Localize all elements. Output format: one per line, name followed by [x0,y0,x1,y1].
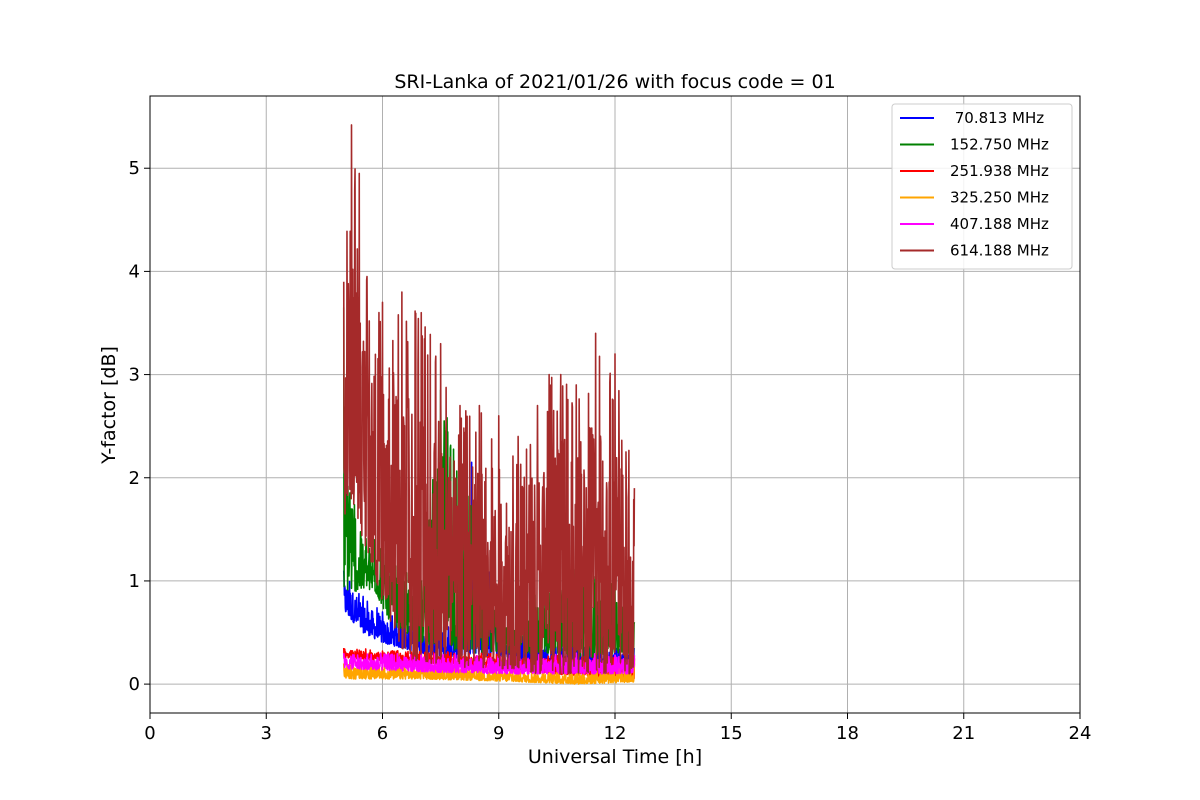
x-tick-label: 6 [377,723,388,744]
y-tick-label: 0 [129,674,140,695]
y-tick-label: 4 [129,261,140,282]
legend: 70.813 MHz 152.750 MHz 251.938 MHz 325.250 … [891,103,1073,270]
legend-entry: 325.250 MHz [950,189,1049,207]
y-tick-label: 3 [129,365,140,386]
plot-area [342,124,636,685]
series-line [342,663,636,685]
series-line [342,652,636,675]
x-tick-label: 15 [720,723,743,744]
series-line [342,124,636,675]
x-tick-label: 18 [836,723,859,744]
y-tick-label: 1 [129,571,140,592]
legend-entry: 251.938 MHz [950,162,1049,180]
x-tick-label: 24 [1069,723,1092,744]
x-tick-label: 9 [493,723,504,744]
legend-entry: 614.188 MHz [950,242,1049,260]
legend-entry: 407.188 MHz [950,215,1049,233]
legend-entry: 152.750 MHz [950,136,1049,154]
x-tick-label: 3 [261,723,272,744]
x-tick-label: 0 [144,723,155,744]
legend-box [891,103,1073,270]
y-tick-label: 5 [129,158,140,179]
chart-title: SRI-Lanka of 2021/01/26 with focus code … [394,71,835,93]
x-tick-label: 21 [952,723,975,744]
legend-entry: 70.813 MHz [950,109,1044,127]
y-tick-label: 2 [129,468,140,489]
y-axis-label: Y-factor [dB] [98,346,120,465]
x-axis-label: Universal Time [h] [528,746,702,768]
x-tick-label: 12 [604,723,627,744]
